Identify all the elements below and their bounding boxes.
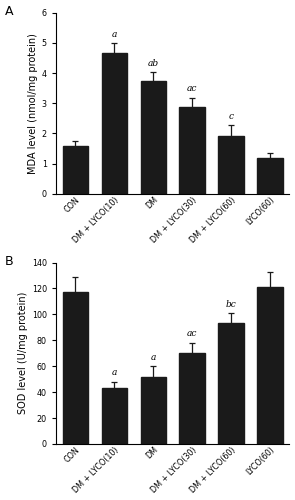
- Bar: [218, 136, 244, 194]
- Text: a: a: [112, 30, 117, 38]
- Text: c: c: [229, 112, 234, 121]
- Text: a: a: [150, 352, 156, 362]
- Bar: [140, 80, 166, 194]
- Text: a: a: [112, 368, 117, 377]
- Bar: [257, 158, 283, 194]
- Bar: [101, 388, 127, 444]
- Bar: [101, 53, 127, 194]
- Bar: [218, 324, 244, 444]
- Bar: [179, 107, 205, 194]
- Y-axis label: MDA level (nmol/mg protein): MDA level (nmol/mg protein): [27, 33, 37, 174]
- Text: ac: ac: [187, 330, 197, 338]
- Bar: [257, 287, 283, 444]
- Bar: [63, 292, 88, 444]
- Bar: [179, 353, 205, 444]
- Y-axis label: SOD level (U/mg protein): SOD level (U/mg protein): [17, 292, 27, 414]
- Bar: [140, 376, 166, 444]
- Text: A: A: [4, 6, 13, 18]
- Text: ab: ab: [148, 58, 159, 68]
- Text: ac: ac: [187, 84, 197, 94]
- Bar: [63, 146, 88, 194]
- Text: bc: bc: [226, 300, 236, 308]
- Text: B: B: [4, 256, 13, 268]
